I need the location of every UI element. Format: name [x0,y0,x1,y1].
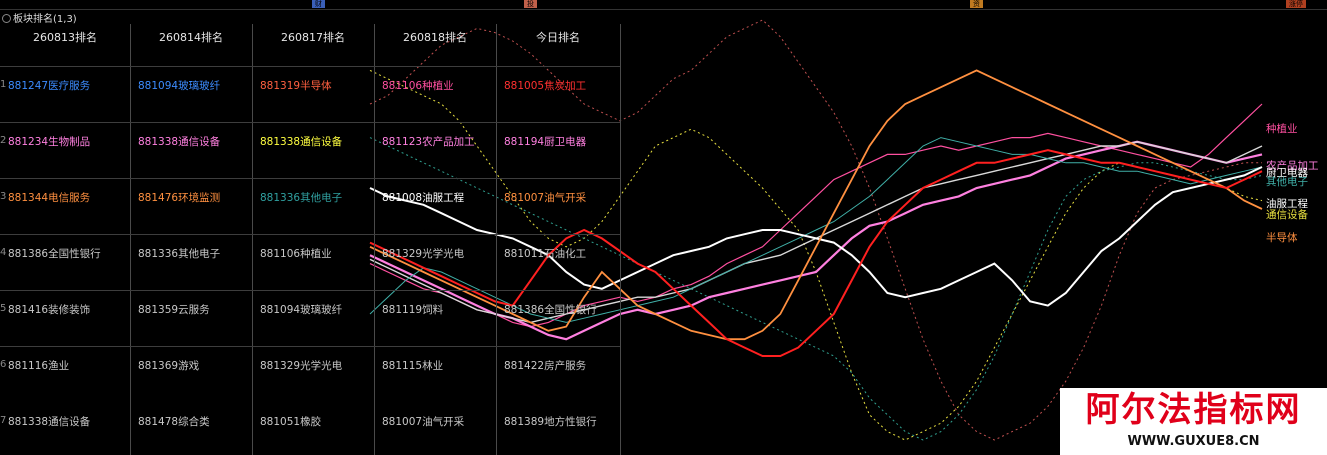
series-end-label: 农产品加工 [1266,159,1319,172]
series-line-0 [369,103,1263,328]
row-number: 1 [0,79,6,90]
series-line-1 [369,140,1263,341]
sector-cell[interactable]: 881234生物制品 [8,136,91,148]
sector-cell[interactable]: 881369游戏 [138,360,200,372]
row-number: 5 [0,303,6,314]
watermark-main: 阿尔法指标网 [1085,390,1302,430]
table-row-divider [0,234,620,235]
row-number: 6 [0,359,6,370]
sector-cell[interactable]: 881386全国性银行 [8,248,101,260]
sector-cell[interactable]: 881247医疗服务 [8,80,91,92]
sector-cell[interactable]: 881051橡胶 [260,416,322,428]
table-col-divider [496,24,497,455]
sector-cell[interactable]: 881115林业 [382,360,444,372]
table-col-divider [374,24,375,455]
sector-cell[interactable]: 881336其他电子 [138,248,221,260]
row-number: 2 [0,135,6,146]
series-end-label: 种植业 [1266,122,1298,135]
sector-cell[interactable]: 881478综合类 [138,416,210,428]
column-header[interactable]: 260813排名 [33,31,97,44]
sector-cell[interactable]: 881329光学光电 [382,248,465,260]
sector-cell[interactable]: 881008油服工程 [382,192,465,204]
sector-cell[interactable]: 881119饲料 [382,304,444,316]
series-end-label: 半导体 [1266,231,1298,244]
sector-cell[interactable]: 881094玻璃玻纤 [260,304,343,316]
sector-cell[interactable]: 881106种植业 [382,80,454,92]
series-line-5 [369,69,1263,341]
marker-cai: 财 [312,0,325,8]
collapse-icon[interactable] [2,14,11,23]
marker-tou: 投 [524,0,537,8]
series-end-label: 厨卫电器 [1266,166,1308,179]
column-header[interactable]: 今日排名 [536,31,580,44]
sector-cell[interactable]: 881319半导体 [260,80,332,92]
series-end-label: 其他电子 [1266,175,1308,188]
sector-cell[interactable]: 881344电信服务 [8,192,91,204]
series-end-label: 通信设备 [1266,208,1308,221]
row-number: 7 [0,415,6,426]
sector-cell[interactable]: 881329光学光电 [260,360,343,372]
watermark-url: WWW.GUXUE8.CN [1127,434,1260,449]
table-row-divider [0,346,620,347]
sector-cell[interactable]: 881338通信设备 [138,136,221,148]
sector-cell[interactable]: 881422房产服务 [504,360,587,372]
watermark: 阿尔法指标网 WWW.GUXUE8.CN [1060,388,1327,455]
sector-cell[interactable]: 881094玻璃玻纤 [138,80,221,92]
sector-cell[interactable]: 881389地方性银行 [504,416,597,428]
sector-cell[interactable]: 881106种植业 [260,248,332,260]
sector-cell[interactable]: 881123农产品加工 [382,136,475,148]
column-header[interactable]: 260818排名 [403,31,467,44]
sector-cell[interactable]: 881359云服务 [138,304,210,316]
marker-zhangting: 涨停 [1286,0,1306,8]
panel-title-text: 板块排名(1,3) [13,14,77,25]
ranking-table: 260813排名 260814排名 260817排名 260818排名 今日排名 1 881… [0,24,621,455]
series-line-8 [369,19,1262,441]
table-col-divider [252,24,253,455]
series-line-6 [369,149,1263,357]
sector-cell[interactable]: 881194厨卫电器 [504,136,587,148]
row-number: 4 [0,247,6,258]
table-row-divider [0,290,620,291]
sector-cell[interactable]: 881386全国性银行 [504,304,597,316]
series-line-9 [369,137,1263,441]
sector-cell[interactable]: 881007油气开采 [504,192,587,204]
sector-cell[interactable]: 881011石油化工 [504,248,587,260]
column-header[interactable]: 260814排名 [159,31,223,44]
sector-cell[interactable]: 881007油气开采 [382,416,465,428]
marker-zi: 资 [970,0,983,8]
sector-cell[interactable]: 881005焦炭加工 [504,80,587,92]
sector-cell[interactable]: 881338通信设备 [8,416,91,428]
sector-cell[interactable]: 881336其他电子 [260,192,343,204]
sector-cell[interactable]: 881116渔业 [8,360,70,372]
series-line-4 [369,166,1263,307]
table-row-divider [0,66,620,67]
panel-title: 板块排名(1,3) [2,10,77,25]
sector-cell[interactable]: 881338通信设备 [260,136,343,148]
series-line-3 [369,137,1263,323]
top-marker-bar: 财 投 资 涨停 [0,0,1327,10]
series-end-label: 油服工程 [1266,197,1308,210]
table-col-divider [130,24,131,455]
table-col-divider [620,24,621,455]
sector-cell[interactable]: 881416装修装饰 [8,304,91,316]
table-row-divider [0,122,620,123]
row-number: 3 [0,191,6,202]
column-header[interactable]: 260817排名 [281,31,345,44]
sector-cell[interactable]: 881476环境监测 [138,192,221,204]
table-row-divider [0,178,620,179]
